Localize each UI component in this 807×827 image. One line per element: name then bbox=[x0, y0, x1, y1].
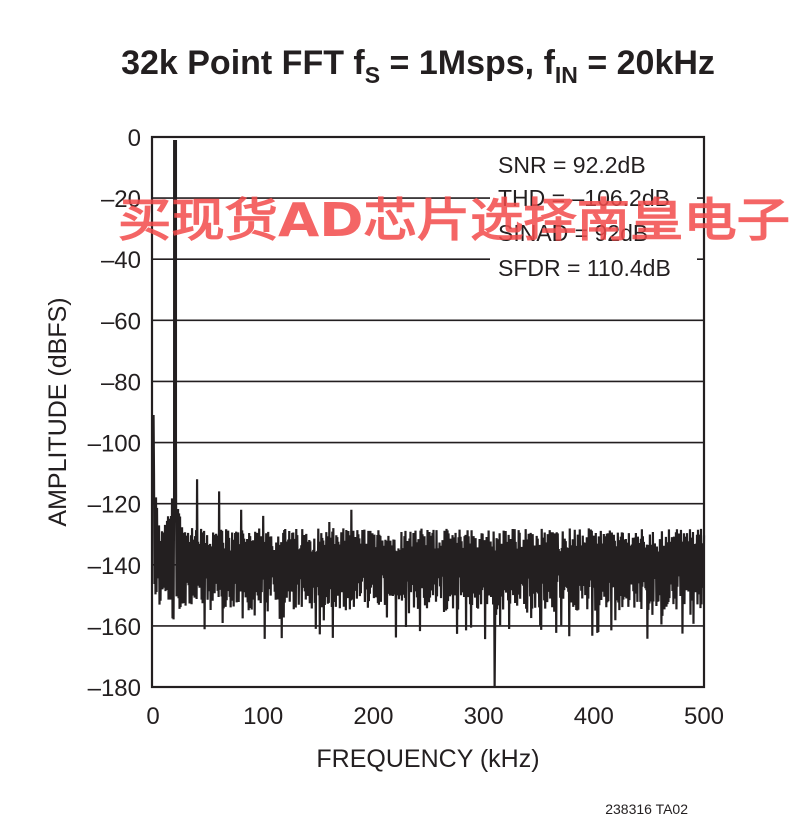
figure-code: 238316 TA02 bbox=[605, 801, 688, 817]
chart-title: 32k Point FFT fS = 1Msps, fIN = 20kHz bbox=[121, 44, 715, 88]
x-tick-label: 0 bbox=[146, 703, 159, 730]
stat-thd: THD = –106.2dB bbox=[498, 185, 670, 211]
title-end: = 20kHz bbox=[578, 44, 715, 82]
y-axis-label: AMPLITUDE (dBFS) bbox=[44, 297, 72, 526]
x-axis-label: FREQUENCY (kHz) bbox=[316, 745, 539, 773]
spectrum-trace bbox=[151, 140, 706, 688]
stat-snr: SNR = 92.2dB bbox=[498, 152, 646, 178]
stat-sinad: SINAD = 92dB bbox=[498, 220, 648, 246]
y-tick-label: –120 bbox=[88, 492, 141, 519]
y-tick-label: –80 bbox=[101, 369, 141, 396]
y-tick-label: –40 bbox=[101, 247, 141, 274]
stat-sfdr: SFDR = 110.4dB bbox=[498, 255, 671, 281]
x-tick-label: 100 bbox=[243, 703, 283, 730]
y-tick-label: –140 bbox=[88, 553, 141, 580]
y-tick-label: –100 bbox=[88, 431, 141, 458]
y-tick-label: –180 bbox=[88, 675, 141, 702]
title-sub-in: IN bbox=[555, 62, 578, 88]
plot-frame bbox=[150, 135, 706, 689]
x-tick-label: 500 bbox=[684, 703, 724, 730]
y-tick-labels: 0 –20 –40 –60 –80 –100 –120 –140 –160 –180 bbox=[88, 125, 141, 702]
title-sub-s: S bbox=[365, 62, 380, 88]
watermark: 买现货AD芯片选择南皇电子 bbox=[118, 193, 790, 247]
x-tick-labels: 0 100 200 300 400 500 bbox=[146, 703, 724, 730]
spectrum-line bbox=[151, 140, 706, 688]
x-tick-label: 200 bbox=[353, 703, 393, 730]
y-tick-label: 0 bbox=[128, 125, 141, 152]
y-tick-label: –160 bbox=[88, 614, 141, 641]
x-tick-label: 400 bbox=[574, 703, 614, 730]
x-tick-label: 300 bbox=[464, 703, 504, 730]
title-mid: = 1Msps, f bbox=[380, 44, 555, 82]
title-main: 32k Point FFT f bbox=[121, 44, 365, 82]
y-tick-label: –60 bbox=[101, 308, 141, 335]
stats-background bbox=[490, 145, 697, 285]
y-tick-label: –20 bbox=[101, 186, 141, 213]
